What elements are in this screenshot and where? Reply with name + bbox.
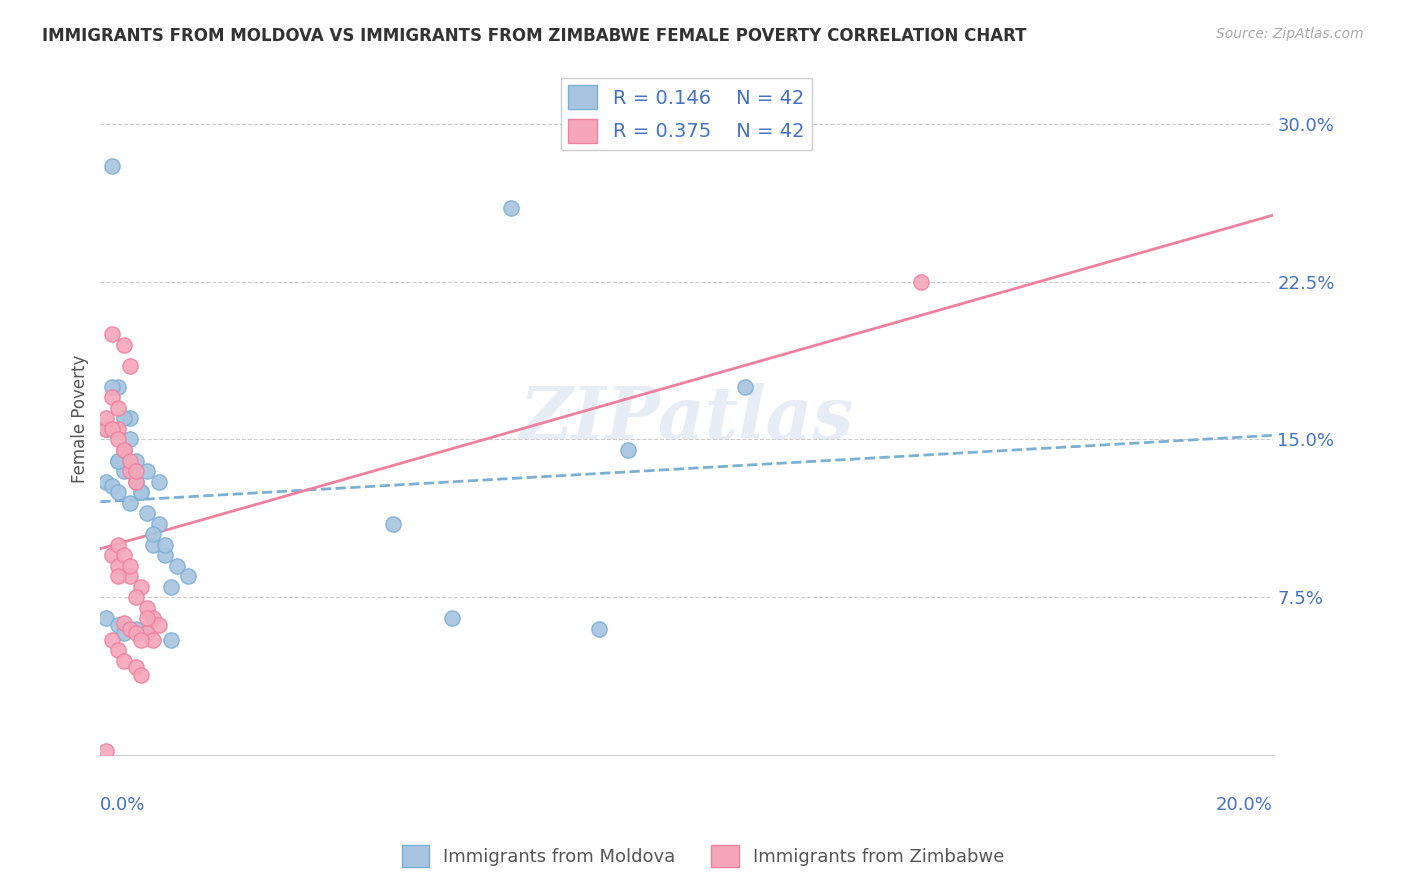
Point	[101, 390, 124, 404]
Point	[142, 527, 165, 541]
Point	[166, 558, 188, 573]
Point	[118, 411, 141, 425]
Point	[124, 453, 146, 467]
Point	[136, 611, 159, 625]
Point	[112, 549, 135, 563]
Point	[124, 591, 146, 605]
Point	[142, 632, 165, 647]
Point	[101, 479, 124, 493]
Point	[118, 433, 141, 447]
Point	[101, 632, 124, 647]
Point	[101, 380, 124, 394]
Point	[107, 422, 129, 436]
Point	[131, 668, 153, 682]
Point	[112, 626, 135, 640]
Point	[107, 558, 129, 573]
Point	[107, 380, 129, 394]
Point	[131, 485, 153, 500]
Point	[96, 422, 118, 436]
Point	[107, 433, 129, 447]
Text: ZIPatlas: ZIPatlas	[519, 383, 853, 454]
Point	[499, 201, 522, 215]
Point	[96, 475, 118, 489]
Point	[101, 549, 124, 563]
Point	[153, 538, 176, 552]
Point	[112, 464, 135, 478]
Point	[101, 422, 124, 436]
Point	[96, 422, 118, 436]
Point	[101, 327, 124, 342]
Point	[159, 632, 181, 647]
Point	[112, 615, 135, 630]
Point	[118, 569, 141, 583]
Point	[124, 475, 146, 489]
Point	[118, 558, 141, 573]
Point	[382, 516, 405, 531]
Point	[107, 538, 129, 552]
Point	[124, 622, 146, 636]
Point	[136, 626, 159, 640]
Point	[148, 475, 170, 489]
Point	[107, 485, 129, 500]
Text: 20.0%: 20.0%	[1216, 796, 1272, 814]
Point	[107, 453, 129, 467]
Point	[96, 411, 118, 425]
Point	[107, 569, 129, 583]
Point	[617, 442, 640, 457]
Point	[112, 337, 135, 351]
Point	[131, 580, 153, 594]
Text: IMMIGRANTS FROM MOLDOVA VS IMMIGRANTS FROM ZIMBABWE FEMALE POVERTY CORRELATION C: IMMIGRANTS FROM MOLDOVA VS IMMIGRANTS FR…	[42, 27, 1026, 45]
Point	[107, 643, 129, 657]
Point	[118, 495, 141, 509]
Point	[101, 159, 124, 173]
Point	[136, 464, 159, 478]
Point	[734, 380, 756, 394]
Point	[588, 622, 610, 636]
Text: 0.0%: 0.0%	[100, 796, 146, 814]
Point	[148, 516, 170, 531]
Legend: R = 0.146    N = 42, R = 0.375    N = 42: R = 0.146 N = 42, R = 0.375 N = 42	[561, 78, 813, 151]
Point	[101, 422, 124, 436]
Point	[440, 611, 463, 625]
Point	[910, 275, 932, 289]
Point	[124, 464, 146, 478]
Legend: Immigrants from Moldova, Immigrants from Zimbabwe: Immigrants from Moldova, Immigrants from…	[394, 838, 1012, 874]
Point	[124, 475, 146, 489]
Y-axis label: Female Poverty: Female Poverty	[72, 354, 89, 483]
Point	[148, 617, 170, 632]
Point	[112, 411, 135, 425]
Point	[177, 569, 200, 583]
Point	[131, 632, 153, 647]
Point	[124, 660, 146, 674]
Point	[118, 453, 141, 467]
Point	[136, 601, 159, 615]
Point	[142, 611, 165, 625]
Point	[136, 506, 159, 520]
Point	[142, 538, 165, 552]
Point	[112, 442, 135, 457]
Point	[112, 654, 135, 668]
Point	[136, 626, 159, 640]
Point	[153, 549, 176, 563]
Point	[124, 626, 146, 640]
Text: Source: ZipAtlas.com: Source: ZipAtlas.com	[1216, 27, 1364, 41]
Point	[118, 622, 141, 636]
Point	[107, 401, 129, 415]
Point	[118, 359, 141, 373]
Point	[107, 453, 129, 467]
Point	[96, 744, 118, 758]
Point	[96, 611, 118, 625]
Point	[118, 464, 141, 478]
Point	[131, 485, 153, 500]
Point	[159, 580, 181, 594]
Point	[107, 617, 129, 632]
Point	[112, 442, 135, 457]
